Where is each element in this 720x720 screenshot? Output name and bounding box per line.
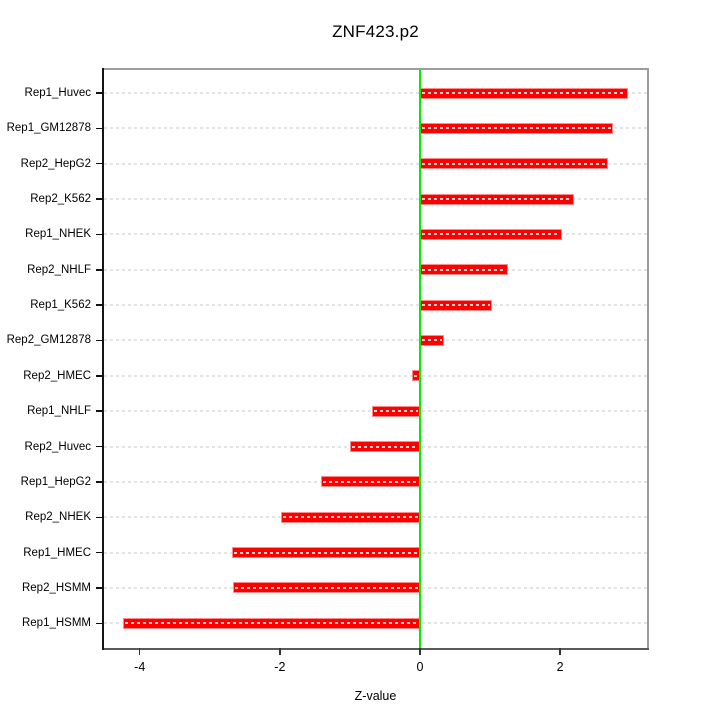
x-tick-label: -2 xyxy=(274,660,286,674)
x-tick xyxy=(419,648,421,655)
y-axis-label: Rep1_GM12878 xyxy=(6,122,91,135)
gridline xyxy=(104,127,647,130)
gridline xyxy=(104,162,647,165)
y-tick xyxy=(96,481,104,483)
y-axis-label: Rep2_HSMM xyxy=(21,581,91,594)
gridline xyxy=(104,374,647,377)
y-tick xyxy=(96,162,104,165)
bar xyxy=(419,158,608,170)
y-tick xyxy=(96,622,104,625)
y-axis-label: Rep1_HMEC xyxy=(23,546,91,559)
y-tick xyxy=(96,233,104,236)
bar-grid-overlay xyxy=(282,516,418,519)
y-axis-label: Rep2_GM12878 xyxy=(6,334,91,347)
gridline xyxy=(104,268,647,271)
bar xyxy=(122,617,420,629)
bar xyxy=(419,122,614,134)
gridline xyxy=(104,233,647,236)
x-tick xyxy=(279,648,281,655)
y-tick xyxy=(96,551,104,554)
x-tick xyxy=(138,648,141,655)
bar xyxy=(280,511,420,523)
y-tick xyxy=(96,304,104,306)
y-axis-label: Rep2_Huvec xyxy=(24,440,91,453)
bar xyxy=(321,476,420,488)
y-axis-label: Rep1_Huvec xyxy=(24,87,91,99)
bar-grid-overlay xyxy=(124,622,418,625)
bar-grid-overlay xyxy=(323,480,418,483)
y-axis-line xyxy=(102,68,104,650)
plot-border-bottom xyxy=(102,648,649,650)
bar xyxy=(419,334,444,346)
y-axis-label: Rep2_NHLF xyxy=(27,263,91,276)
y-tick xyxy=(96,375,104,377)
bar-grid-overlay xyxy=(421,233,561,236)
bar-grid-overlay xyxy=(351,445,418,448)
gridline xyxy=(104,92,647,94)
y-tick xyxy=(96,445,104,448)
y-axis-label: Rep2_HepG2 xyxy=(20,157,91,170)
bar xyxy=(231,547,420,559)
y-axis-label: Rep1_K562 xyxy=(30,299,91,312)
bar xyxy=(419,228,563,240)
bar xyxy=(371,405,420,417)
y-tick xyxy=(96,410,104,412)
bar-grid-overlay xyxy=(421,92,627,94)
bar xyxy=(419,87,629,99)
plot-border-top xyxy=(102,68,649,70)
y-tick xyxy=(96,516,104,518)
bar xyxy=(419,264,508,276)
y-tick xyxy=(96,269,104,271)
y-tick xyxy=(96,127,104,130)
y-tick xyxy=(96,92,104,94)
x-axis-title: Z-value xyxy=(354,689,397,703)
bar xyxy=(349,441,420,453)
bar-grid-overlay xyxy=(373,410,418,413)
bar-grid-overlay xyxy=(234,586,418,589)
y-axis-label: Rep2_NHEK xyxy=(25,511,91,524)
bar-grid-overlay xyxy=(414,374,418,377)
y-tick xyxy=(96,198,104,200)
y-axis-label: Rep1_NHLF xyxy=(27,405,91,418)
gridline xyxy=(104,339,647,342)
bar-grid-overlay xyxy=(233,551,418,554)
bar-grid-overlay xyxy=(421,268,506,271)
gridline xyxy=(104,304,647,307)
x-tick-label: -4 xyxy=(134,660,146,674)
x-tick-label: 0 xyxy=(416,660,424,674)
bar-grid-overlay xyxy=(421,198,573,201)
bar-grid-overlay xyxy=(421,127,612,130)
bar xyxy=(419,299,493,311)
y-axis-label: Rep2_HMEC xyxy=(23,369,91,382)
plot-area: Rep1_Huvec Rep1_GM12878 Rep2_HepG2 Rep2_K56… xyxy=(7,68,649,674)
plot-border-right xyxy=(647,68,649,650)
y-axis-label: Rep2_K562 xyxy=(30,193,91,206)
y-tick xyxy=(96,587,104,589)
x-tick xyxy=(559,648,561,655)
gridline xyxy=(104,198,647,201)
x-tick-label: 2 xyxy=(556,660,564,674)
bar xyxy=(232,582,420,594)
y-axis-label: Rep1_HepG2 xyxy=(20,475,91,488)
y-axis-label: Rep1_HSMM xyxy=(21,617,91,630)
y-axis-label: Rep1_NHEK xyxy=(25,228,91,241)
bar-grid-overlay xyxy=(421,339,442,342)
chart-title: ZNF423.p2 xyxy=(332,22,419,41)
bar-grid-overlay xyxy=(421,304,491,307)
bar-grid-overlay xyxy=(421,162,606,165)
y-tick xyxy=(96,339,104,342)
zero-line xyxy=(418,70,421,648)
bar xyxy=(419,193,575,205)
